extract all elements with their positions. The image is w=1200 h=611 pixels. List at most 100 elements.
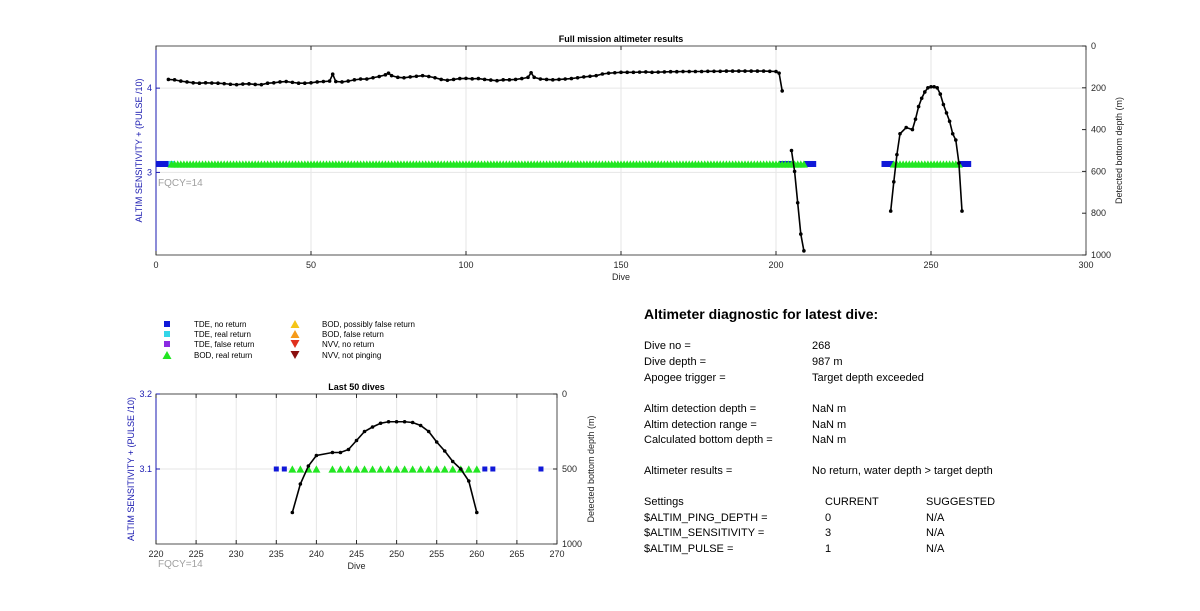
pulse-suggested: N/A	[926, 543, 945, 555]
dive-no-value: 268	[812, 340, 831, 352]
depth-point	[278, 80, 282, 84]
tde-marker	[273, 466, 279, 472]
bod-marker	[368, 465, 377, 473]
depth-point	[408, 75, 413, 79]
depth-point	[394, 419, 399, 424]
depth-point	[681, 69, 685, 74]
depth-point	[668, 69, 673, 74]
x-tick-label: 100	[458, 260, 473, 270]
left-y-axis-label: ALTIM SENSITIVITY + (PULSE /10)	[126, 397, 136, 541]
bod-marker	[432, 465, 441, 473]
depth-point	[330, 72, 335, 77]
depth-point	[706, 69, 710, 74]
tde-marker	[887, 160, 894, 167]
bod-marker	[312, 465, 321, 473]
depth-point	[330, 450, 335, 455]
depth-point	[768, 69, 772, 74]
depth-line	[889, 85, 963, 212]
depth-point	[315, 80, 320, 84]
detection-depth-value: NaN m	[812, 403, 847, 415]
legend-triangle-marker	[290, 319, 300, 329]
depth-point	[557, 77, 561, 82]
bod-marker	[376, 465, 385, 473]
legend-square-marker	[164, 331, 170, 337]
depth-point	[179, 79, 183, 83]
legend-triangle-marker	[162, 350, 172, 360]
depth-point	[737, 69, 741, 73]
depth-point	[932, 84, 936, 89]
depth-point	[362, 429, 367, 434]
bod-marker	[448, 465, 457, 473]
x-tick-label: 260	[469, 549, 484, 559]
depth-point	[191, 80, 195, 85]
left-y-axis-label: ALTIM SENSITIVITY + (PULSE /10)	[134, 79, 144, 223]
ping-depth-label: $ALTIM_PING_DEPTH =	[644, 512, 768, 524]
depth-point	[551, 78, 555, 82]
right-y-tick-label: 0	[1091, 41, 1096, 51]
depth-point	[606, 71, 611, 75]
depth-point	[919, 96, 924, 101]
depth-point	[451, 77, 456, 82]
depth-point	[594, 73, 598, 78]
right-y-tick-label: 400	[1091, 125, 1106, 135]
x-tick-label: 270	[549, 549, 564, 559]
bod-marker	[392, 465, 401, 473]
depth-point	[309, 80, 313, 85]
depth-point	[774, 69, 778, 74]
depth-point	[699, 69, 704, 74]
right-y-axis-label: Detected bottom depth (m)	[586, 415, 596, 522]
depth-point	[228, 82, 233, 87]
right-y-tick-label: 500	[562, 464, 577, 474]
depth-point	[352, 78, 357, 82]
depth-point	[637, 70, 642, 74]
depth-point	[418, 423, 423, 428]
depth-point	[489, 78, 493, 82]
tde-marker	[962, 160, 969, 167]
depth-point	[780, 89, 784, 93]
depth-point	[234, 82, 239, 87]
depth-point	[338, 450, 343, 455]
x-tick-label: 220	[148, 549, 163, 559]
depth-line	[291, 420, 478, 513]
depth-point	[378, 421, 383, 426]
depth-point	[724, 69, 729, 73]
depth-point	[926, 86, 930, 90]
depth-point	[265, 81, 270, 86]
right-y-tick-label: 1000	[1091, 250, 1111, 260]
chart-title: Last 50 dives	[328, 382, 385, 392]
depth-point	[365, 77, 369, 81]
depth-point	[662, 70, 667, 74]
depth-point	[445, 78, 450, 83]
depth-point	[433, 75, 437, 80]
depth-point	[625, 70, 629, 75]
depth-point	[950, 131, 955, 136]
legend-triangle-marker	[290, 339, 300, 349]
depth-point	[730, 69, 735, 73]
depth-point	[960, 209, 964, 213]
x-tick-label: 300	[1078, 260, 1093, 270]
depth-point	[761, 69, 766, 73]
bod-marker	[288, 465, 297, 473]
depth-point	[947, 119, 952, 124]
depth-point	[222, 81, 226, 86]
depth-point	[396, 75, 400, 80]
series-detected-bottom-depth	[290, 419, 479, 515]
bod-marker	[400, 465, 409, 473]
depth-point	[743, 69, 747, 73]
x-tick-label: 245	[349, 549, 364, 559]
depth-point	[298, 482, 303, 486]
depth-point	[792, 169, 797, 174]
depth-point	[777, 71, 781, 75]
depth-point	[563, 77, 567, 81]
right-y-tick-label: 0	[562, 389, 567, 399]
depth-point	[613, 70, 617, 75]
depth-point	[795, 200, 800, 205]
depth-point	[253, 82, 257, 87]
tde-marker	[482, 466, 488, 472]
depth-point	[458, 467, 463, 471]
pulse-current: 1	[825, 543, 832, 555]
x-tick-label: 230	[229, 549, 244, 559]
pulse-label: $ALTIM_PULSE =	[644, 543, 734, 555]
depth-point	[354, 438, 359, 443]
